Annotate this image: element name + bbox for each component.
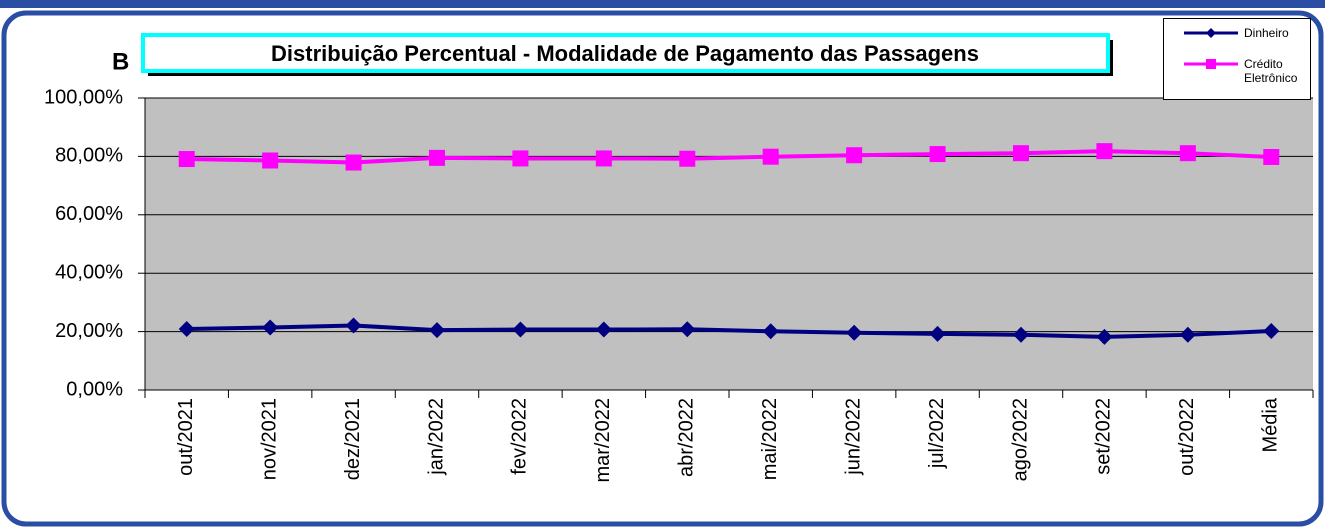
- series-line: [186, 149, 1272, 165]
- y-tick-label: 60,00%: [55, 203, 123, 225]
- marker: [1096, 143, 1113, 160]
- marker: [262, 319, 279, 336]
- marker: [1263, 148, 1280, 165]
- marker: [1096, 328, 1113, 345]
- legend-entry: Dinheiro: [1164, 26, 1306, 40]
- legend: Dinheiro Crédito Eletrônico: [1163, 18, 1311, 100]
- marker: [679, 150, 696, 167]
- title-box: [141, 33, 1110, 73]
- y-tick-label: 40,00%: [55, 261, 123, 283]
- x-tick-label: fev/2022: [509, 398, 531, 475]
- marker: [929, 146, 946, 163]
- marker: [512, 150, 529, 167]
- x-tick-label: mai/2022: [759, 398, 781, 480]
- top-band: [0, 0, 1325, 8]
- marker: [178, 320, 195, 337]
- y-tick-label: 0,00%: [66, 378, 123, 400]
- marker: [1013, 145, 1029, 162]
- x-tick-label: Média: [1260, 397, 1282, 452]
- plot-background: [145, 98, 1313, 390]
- marker: [929, 325, 946, 342]
- y-tick-label: 100,00%: [44, 86, 123, 108]
- y-tick-label: 80,00%: [55, 145, 123, 167]
- marker: [1013, 326, 1029, 343]
- legend-entry: Crédito Eletrônico: [1164, 57, 1306, 85]
- legend-swatch: [1184, 28, 1238, 38]
- x-tick-label: dez/2021: [342, 398, 364, 480]
- x-tick-label: jan/2022: [425, 398, 447, 476]
- series-line: [186, 323, 1272, 339]
- marker: [178, 151, 195, 168]
- x-tick-label: nov/2021: [258, 398, 280, 480]
- legend-marker: [1206, 28, 1216, 38]
- marker: [762, 323, 779, 340]
- marker: [595, 321, 612, 338]
- legend-swatch: [1184, 59, 1238, 69]
- chart-title: Distribuição Percentual - Modalidade de …: [271, 41, 979, 66]
- marker: [345, 154, 362, 171]
- x-tick-label: abr/2022: [676, 398, 698, 477]
- marker: [679, 321, 696, 338]
- marker: [429, 149, 445, 166]
- legend-label: Crédito Eletrônico: [1244, 57, 1298, 85]
- marker: [1263, 323, 1280, 340]
- marker: [762, 148, 779, 165]
- marker: [846, 324, 863, 341]
- marker: [1179, 145, 1196, 162]
- marker: [595, 150, 612, 167]
- marker: [846, 147, 863, 164]
- marker: [262, 152, 279, 169]
- x-tick-label: mar/2022: [592, 398, 614, 483]
- x-tick-label: set/2022: [1093, 398, 1115, 475]
- x-tick-label: jun/2022: [842, 398, 864, 476]
- x-tick-label: ago/2022: [1009, 398, 1031, 481]
- marker: [512, 321, 529, 338]
- x-tick-label: jul/2022: [926, 398, 948, 469]
- panel-label: B: [112, 48, 129, 75]
- x-tick-label: out/2022: [1176, 398, 1198, 476]
- y-tick-label: 20,00%: [55, 320, 123, 342]
- x-tick-label: out/2021: [175, 398, 197, 476]
- marker: [345, 317, 362, 334]
- marker: [429, 322, 445, 339]
- marker: [1179, 326, 1196, 343]
- legend-label: Dinheiro: [1244, 26, 1289, 40]
- legend-marker: [1206, 59, 1216, 69]
